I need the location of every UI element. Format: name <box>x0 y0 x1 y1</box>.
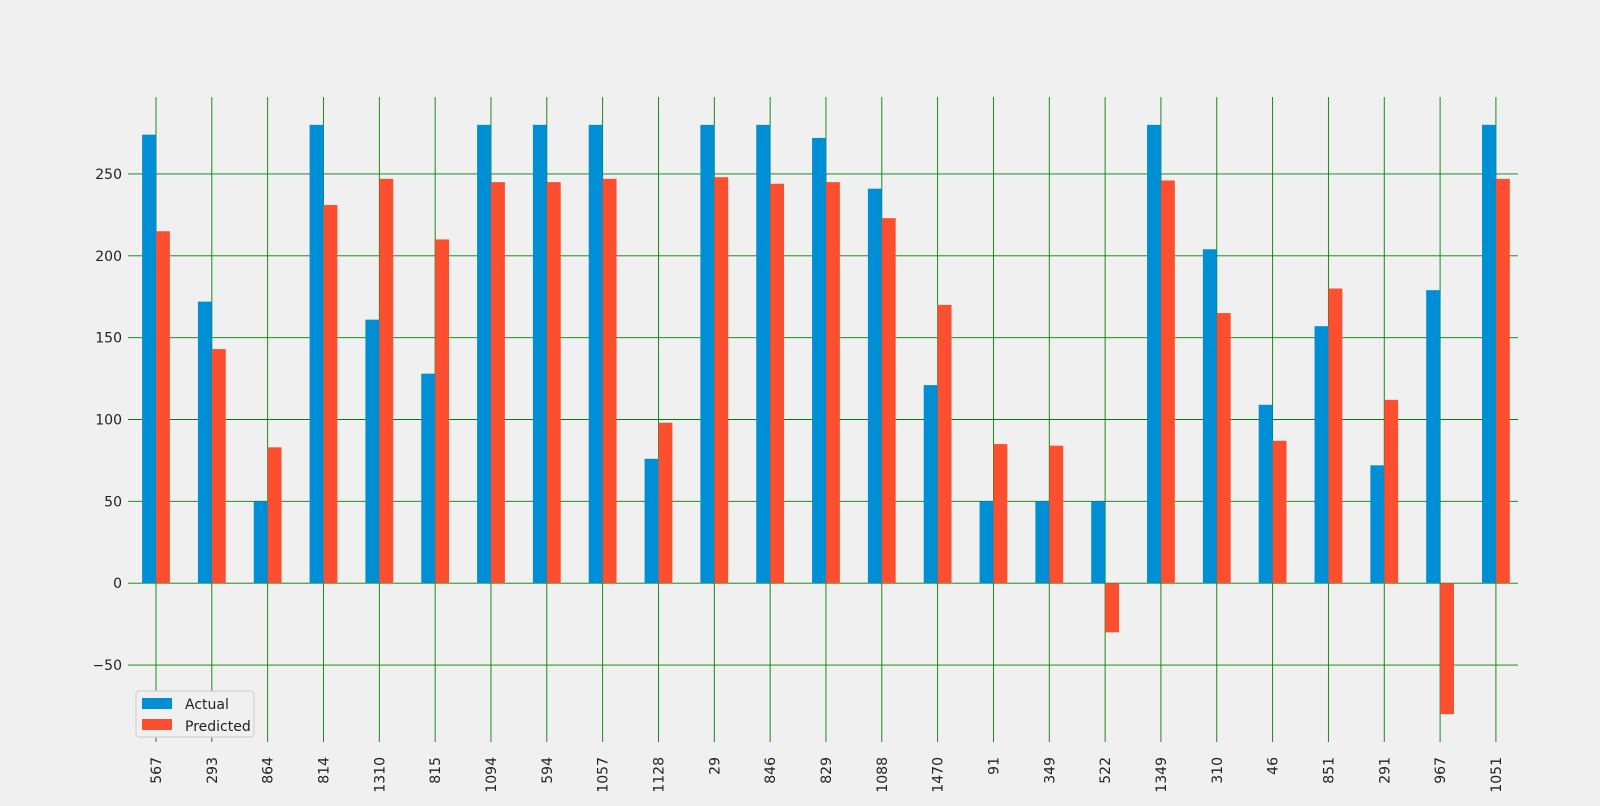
bar-actual <box>253 501 268 584</box>
legend-swatch-actual <box>142 698 172 709</box>
bar-predicted <box>770 183 785 584</box>
x-tick-label: 815 <box>428 757 444 784</box>
bar-actual <box>644 458 659 584</box>
bar-predicted <box>156 231 170 584</box>
bar-predicted <box>1328 288 1343 584</box>
y-tick-label: 200 <box>95 249 122 265</box>
bar-actual <box>1370 465 1385 584</box>
bar-predicted <box>937 304 952 584</box>
x-tick-label: 1094 <box>484 757 500 793</box>
bar-actual <box>867 188 882 584</box>
bar-actual <box>1202 249 1217 584</box>
y-axis-tick-labels: −50 0 50 100 150 200 250 <box>92 167 122 674</box>
bar-predicted <box>435 239 450 584</box>
bar-actual <box>421 373 436 584</box>
bar-actual <box>588 124 603 584</box>
bar-predicted <box>211 349 226 584</box>
bar-actual <box>1147 124 1161 584</box>
bar-predicted <box>1160 180 1175 584</box>
bar-actual <box>1091 501 1106 584</box>
x-tick-label: 967 <box>1433 757 1449 784</box>
x-tick-label: 846 <box>763 757 779 784</box>
bar-predicted <box>1049 445 1064 584</box>
bar-actual <box>923 385 938 584</box>
x-tick-label: 814 <box>316 757 332 784</box>
x-tick-label: 29 <box>707 757 723 775</box>
bar-predicted <box>1216 313 1231 584</box>
bar-actual <box>309 124 324 584</box>
x-tick-label: 594 <box>540 757 556 784</box>
bar-predicted <box>1384 399 1399 584</box>
bar-predicted <box>379 178 394 584</box>
x-tick-label: 1310 <box>372 757 388 793</box>
bar-actual <box>1482 124 1496 584</box>
bar-predicted <box>546 182 561 584</box>
x-tick-label: 864 <box>261 757 277 784</box>
x-tick-label: 349 <box>1042 757 1058 784</box>
bar-predicted <box>1105 583 1120 633</box>
bar-actual <box>532 124 547 584</box>
x-tick-label: 851 <box>1321 757 1337 784</box>
x-tick-label: 1057 <box>596 757 612 793</box>
legend: Actual Predicted <box>135 690 255 738</box>
bar-actual <box>812 137 826 584</box>
bar-predicted <box>323 205 338 584</box>
x-tick-label: 1051 <box>1489 757 1505 793</box>
x-tick-label: 1088 <box>875 757 891 793</box>
bar-actual <box>365 319 380 584</box>
x-tick-label: 829 <box>819 757 835 784</box>
bar-actual <box>1035 501 1050 584</box>
bar-predicted <box>825 182 840 584</box>
bar-predicted <box>1272 440 1287 584</box>
bar-actual <box>1258 404 1273 584</box>
x-tick-label: 567 <box>149 757 165 784</box>
y-tick-label: 150 <box>95 331 122 347</box>
x-tick-label: 91 <box>986 757 1002 775</box>
bar-predicted <box>267 447 282 584</box>
bar-predicted <box>881 218 896 584</box>
bar-predicted <box>658 422 673 584</box>
x-tick-label: 1470 <box>931 757 947 793</box>
bar-predicted <box>714 177 729 584</box>
bar-actual <box>700 124 715 584</box>
legend-label-actual: Actual <box>185 697 229 713</box>
x-tick-label: 46 <box>1266 757 1282 775</box>
x-axis-tick-labels: 567 293 864 814 1310 815 1094 594 1057 1128 29 846 8… <box>149 757 1505 793</box>
bar-actual <box>197 301 212 584</box>
y-tick-label: 100 <box>95 413 122 429</box>
bar-actual <box>1426 290 1441 584</box>
x-tick-label: 310 <box>1210 757 1226 784</box>
y-tick-label: −50 <box>92 658 122 674</box>
x-tick-label: 522 <box>1098 757 1114 784</box>
x-tick-label: 291 <box>1377 757 1393 784</box>
y-tick-label: 250 <box>95 167 122 183</box>
x-tick-label: 293 <box>205 757 221 784</box>
bar-predicted <box>1440 583 1454 715</box>
x-tick-label: 1349 <box>1154 757 1170 793</box>
bar-actual <box>1314 326 1329 584</box>
bar-predicted <box>602 178 617 584</box>
y-tick-label: 50 <box>104 494 122 510</box>
bar-actual <box>477 124 491 584</box>
y-tick-label: 0 <box>113 576 122 592</box>
legend-swatch-predicted <box>142 719 172 730</box>
bars <box>142 124 1510 715</box>
bar-actual <box>756 124 771 584</box>
bar-actual <box>979 501 994 584</box>
bar-predicted <box>1495 178 1510 584</box>
bar-predicted <box>993 444 1008 584</box>
bar-predicted <box>490 182 505 584</box>
bar-actual <box>142 134 156 584</box>
x-tick-label: 1128 <box>651 757 667 793</box>
legend-label-predicted: Predicted <box>185 719 251 735</box>
